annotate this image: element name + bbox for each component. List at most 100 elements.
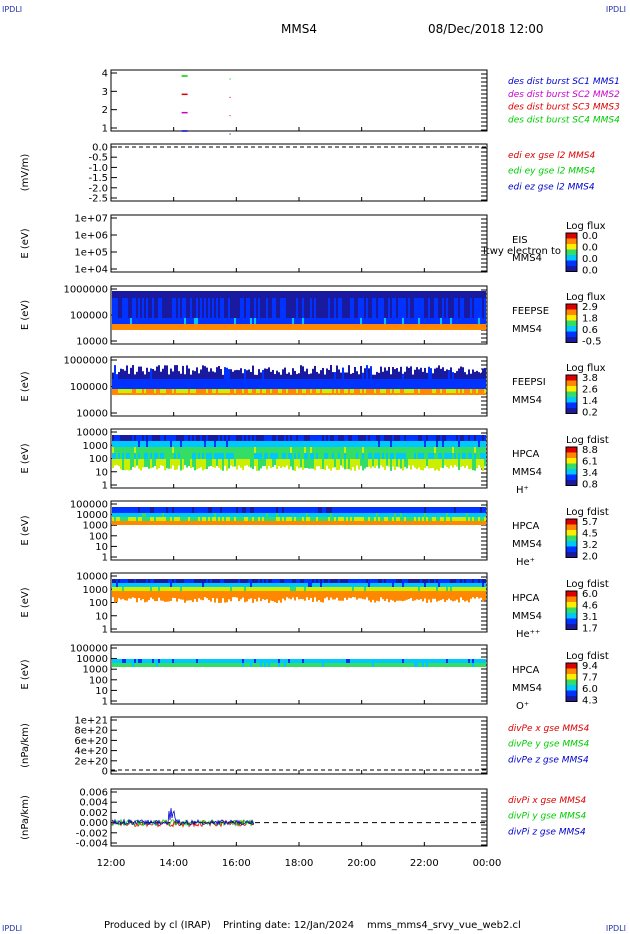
heatmap-cell bbox=[390, 453, 392, 459]
heatmap-cell bbox=[472, 583, 474, 587]
heatmap-cell bbox=[290, 374, 292, 379]
heatmap-cell bbox=[250, 587, 252, 591]
heatmap-cell bbox=[202, 365, 204, 379]
heatmap-cell bbox=[426, 291, 428, 298]
heatmap-cell bbox=[280, 435, 282, 441]
heatmap-cell bbox=[174, 379, 176, 389]
heatmap-cell bbox=[170, 459, 172, 469]
colorbar-title: Log fdist bbox=[566, 579, 609, 590]
heatmap-cell bbox=[468, 389, 470, 393]
heatmap-cell bbox=[338, 447, 340, 453]
heatmap-cell bbox=[136, 393, 138, 395]
heatmap-cell bbox=[178, 507, 180, 513]
heatmap-cell bbox=[216, 579, 218, 583]
heatmap-cell bbox=[388, 447, 390, 453]
heatmap-cell bbox=[180, 583, 182, 587]
overlay-text: ltwy electron to bbox=[483, 246, 561, 257]
heatmap-cell bbox=[480, 659, 482, 663]
heatmap-cell bbox=[312, 389, 314, 393]
heatmap-cell bbox=[320, 663, 322, 667]
heatmap-cell bbox=[290, 591, 292, 600]
heatmap-cell bbox=[246, 521, 248, 525]
heatmap-cell bbox=[116, 459, 118, 466]
heatmap-cell bbox=[248, 507, 250, 513]
burst-dot bbox=[229, 78, 231, 80]
heatmap-cell bbox=[472, 447, 474, 453]
heatmap-cell bbox=[196, 441, 198, 447]
heatmap-cell bbox=[172, 521, 174, 525]
heatmap-cell bbox=[402, 393, 404, 395]
heatmap-cell bbox=[358, 291, 360, 298]
heatmap-cell bbox=[462, 298, 464, 318]
heatmap-cell bbox=[208, 291, 210, 298]
heatmap-cell bbox=[166, 298, 168, 318]
heatmap-cell bbox=[176, 517, 178, 521]
heatmap-cell bbox=[270, 393, 272, 395]
colorbar-swatch bbox=[566, 480, 577, 486]
heatmap-cell bbox=[170, 663, 172, 667]
heatmap-cell bbox=[146, 393, 148, 395]
heatmap-cell bbox=[332, 447, 334, 453]
heatmap-cell bbox=[386, 453, 388, 459]
heatmap-cell bbox=[378, 318, 380, 324]
heatmap-cell bbox=[396, 453, 398, 459]
heatmap-cell bbox=[122, 369, 124, 379]
heatmap-cell bbox=[134, 507, 136, 513]
heatmap-cell bbox=[420, 435, 422, 441]
heatmap-cell bbox=[376, 663, 378, 667]
heatmap-cell bbox=[124, 513, 126, 517]
heatmap-cell bbox=[368, 591, 370, 601]
heatmap-cell bbox=[416, 298, 418, 318]
heatmap-cell bbox=[230, 507, 232, 513]
heatmap-cell bbox=[450, 291, 452, 298]
heatmap-cell bbox=[194, 453, 196, 459]
heatmap-cell bbox=[356, 453, 358, 459]
heatmap-cell bbox=[294, 441, 296, 447]
heatmap-cell bbox=[208, 517, 210, 521]
heatmap-cell bbox=[142, 291, 144, 298]
heatmap-cell bbox=[190, 663, 192, 667]
heatmap-cell bbox=[374, 583, 376, 587]
heatmap-cell bbox=[344, 324, 346, 330]
heatmap-cell bbox=[366, 324, 368, 330]
heatmap-cell bbox=[216, 435, 218, 441]
heatmap-cell bbox=[272, 389, 274, 393]
heatmap-cell bbox=[112, 435, 114, 441]
heatmap-cell bbox=[144, 659, 146, 663]
heatmap-cell bbox=[178, 587, 180, 591]
heatmap-cell bbox=[458, 517, 460, 521]
heatmap-cell bbox=[186, 324, 188, 330]
heatmap-cell bbox=[138, 318, 140, 324]
heatmap-cell bbox=[148, 513, 150, 517]
heatmap-cell bbox=[138, 393, 140, 395]
heatmap-cell bbox=[388, 587, 390, 591]
heatmap-cell bbox=[314, 447, 316, 453]
heatmap-cell bbox=[178, 517, 180, 521]
heatmap-cell bbox=[440, 298, 442, 318]
heatmap-cell bbox=[226, 513, 228, 517]
heatmap-cell bbox=[240, 379, 242, 389]
heatmap-cell bbox=[132, 659, 134, 663]
heatmap-cell bbox=[342, 513, 344, 517]
heatmap-cell bbox=[380, 298, 382, 318]
heatmap-cell bbox=[314, 591, 316, 598]
heatmap-cell bbox=[466, 507, 468, 513]
heatmap-cell bbox=[248, 579, 250, 583]
heatmap-cell bbox=[474, 389, 476, 393]
heatmap-cell bbox=[468, 393, 470, 395]
heatmap-cell bbox=[352, 517, 354, 521]
heatmap-cell bbox=[330, 441, 332, 447]
heatmap-cell bbox=[440, 389, 442, 393]
heatmap-cell bbox=[248, 324, 250, 330]
heatmap-cell bbox=[302, 459, 304, 470]
heatmap-cell bbox=[148, 447, 150, 453]
heatmap-cell bbox=[338, 453, 340, 459]
heatmap-cell bbox=[238, 324, 240, 330]
heatmap-cell bbox=[428, 324, 430, 330]
instrument-label: O⁺ bbox=[516, 701, 529, 712]
heatmap-cell bbox=[452, 591, 454, 602]
heatmap-cell bbox=[154, 291, 156, 298]
heatmap-cell bbox=[276, 370, 278, 379]
heatmap-cell bbox=[172, 435, 174, 441]
heatmap-cell bbox=[442, 659, 444, 663]
